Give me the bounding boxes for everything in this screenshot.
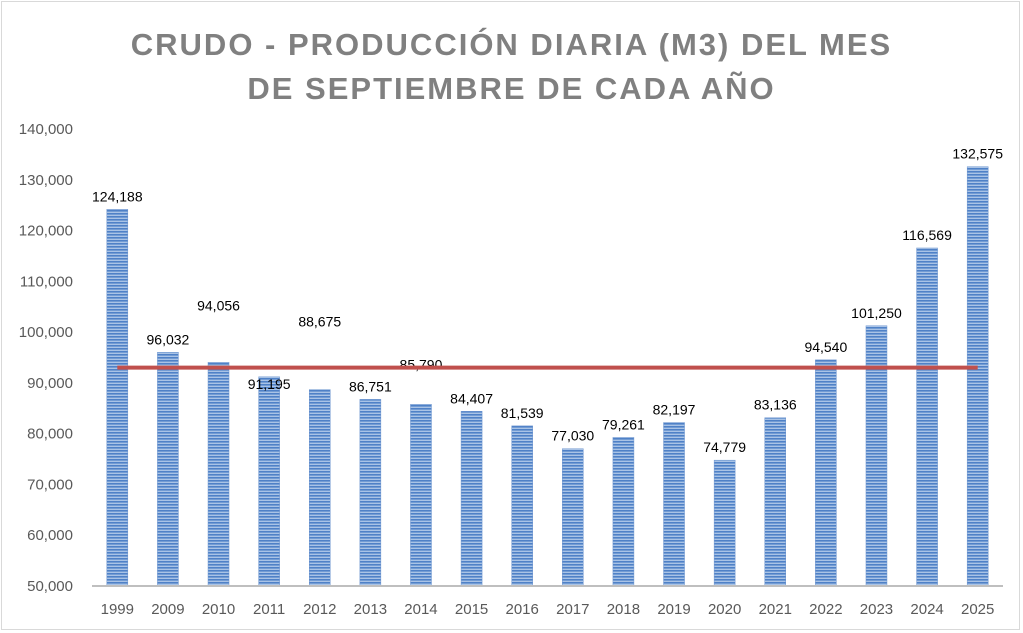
bar-2020 (713, 459, 736, 587)
x-tick-label: 2018 (607, 601, 640, 618)
data-label-2015: 84,407 (450, 390, 493, 406)
data-label-2023: 101,250 (851, 305, 902, 321)
y-tick-label: 90,000 (27, 375, 73, 392)
data-label-2021: 83,136 (754, 397, 797, 413)
data-label-2017: 77,030 (551, 428, 594, 444)
x-tick-label: 2013 (354, 601, 387, 618)
x-tick-label: 2020 (708, 601, 741, 618)
y-tick-label: 50,000 (27, 578, 73, 595)
bar-2023 (865, 325, 888, 587)
x-tick-label: 2021 (759, 601, 792, 618)
data-label-2022: 94,540 (804, 339, 847, 355)
x-tick-label: 2009 (151, 601, 184, 618)
data-label-2009: 96,032 (147, 331, 190, 347)
x-tick-label: 1999 (101, 601, 134, 618)
data-label-2013: 86,751 (349, 378, 392, 394)
x-tick-label: 2024 (910, 601, 943, 618)
data-label-2020: 74,779 (703, 439, 746, 455)
data-label-2011: 91,195 (248, 376, 291, 392)
bar-2016 (511, 425, 533, 587)
data-label-2010: 94,056 (197, 297, 240, 313)
x-tick-label: 2017 (556, 601, 589, 618)
x-tick-label: 2012 (303, 601, 336, 618)
x-tick-label: 2011 (253, 601, 285, 618)
x-tick-label: 2022 (809, 601, 842, 618)
y-tick-label: 60,000 (27, 527, 73, 544)
y-tick-label: 140,000 (19, 121, 73, 138)
bar-2012 (309, 389, 331, 587)
x-tick-label: 2014 (404, 601, 437, 618)
x-tick-label: 2010 (202, 601, 235, 618)
bar-2024 (916, 247, 938, 587)
bar-2015 (460, 411, 483, 587)
chart-title-line-2: DE SEPTIEMBRE DE CADA AÑO (247, 71, 776, 106)
x-tick-label: 2015 (455, 601, 488, 618)
y-tick-label: 70,000 (27, 476, 73, 493)
bar-2009 (157, 352, 179, 587)
bar-2018 (612, 437, 635, 587)
data-label-2016: 81,539 (501, 405, 544, 421)
data-label-2019: 82,197 (653, 402, 696, 418)
data-label-2012: 88,675 (298, 314, 341, 330)
data-label-2014: 85,790 (400, 356, 443, 372)
bar-2022 (815, 359, 837, 587)
chart-title-line-1: CRUDO - PRODUCCIÓN DIARIA (M3) DEL MES (130, 27, 893, 62)
y-tick-label: 100,000 (19, 324, 73, 341)
data-label-1999: 124,188 (92, 188, 143, 204)
x-tick-label: 2016 (506, 601, 539, 618)
bar-2013 (359, 399, 382, 587)
bar-2010 (207, 362, 230, 587)
bar-1999 (106, 209, 129, 587)
y-tick-label: 80,000 (27, 426, 73, 443)
data-label-2025: 132,575 (952, 146, 1003, 162)
bar-2019 (663, 422, 685, 587)
data-label-2024: 116,569 (902, 227, 952, 243)
y-tick-label: 120,000 (19, 223, 73, 240)
bar-2014 (410, 404, 432, 587)
bar-2017 (562, 448, 584, 587)
data-label-2018: 79,261 (602, 416, 645, 432)
x-tick-label: 2025 (961, 601, 994, 618)
y-tick-label: 110,000 (20, 273, 73, 290)
bar-2021 (764, 417, 786, 587)
x-tick-label: 2019 (657, 601, 690, 618)
bar-2011 (258, 376, 280, 587)
y-tick-label: 130,000 (19, 172, 73, 189)
bar-2025 (966, 166, 989, 587)
x-tick-label: 2023 (860, 601, 893, 618)
